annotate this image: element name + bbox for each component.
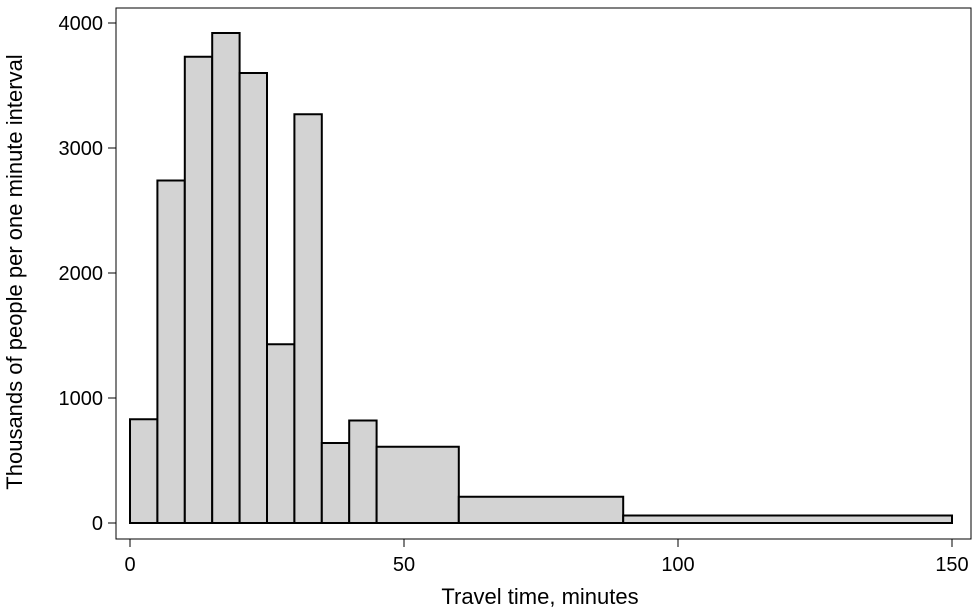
x-axis-title: Travel time, minutes <box>441 584 638 609</box>
y-tick-label: 3000 <box>59 138 104 160</box>
histogram-bar <box>266 343 296 524</box>
y-tick-label: 4000 <box>59 13 104 35</box>
y-axis-title: Thousands of people per one minute inter… <box>2 54 27 489</box>
histogram-bar <box>622 514 953 524</box>
histogram-bar <box>375 445 460 524</box>
y-axis: 0 1000 2000 3000 4000 <box>59 13 116 535</box>
x-tick-label: 0 <box>124 554 135 576</box>
x-tick-label: 150 <box>935 554 968 576</box>
y-tick-label: 2000 <box>59 263 104 285</box>
histogram-bar <box>211 32 241 524</box>
histogram-bar <box>129 418 159 524</box>
histogram-bar <box>156 179 186 524</box>
y-tick-label: 1000 <box>59 388 104 410</box>
histogram-bar <box>293 113 323 524</box>
x-tick-label: 50 <box>393 554 415 576</box>
x-axis: 0 50 100 150 <box>124 539 969 576</box>
histogram-bar <box>348 419 378 524</box>
histogram-bar <box>183 55 214 524</box>
y-tick-label: 0 <box>92 513 103 535</box>
x-tick-label: 100 <box>661 554 694 576</box>
histogram-bar <box>320 442 351 524</box>
bars-group <box>129 32 953 524</box>
histogram-bar <box>238 72 269 524</box>
histogram-bar <box>457 495 625 524</box>
